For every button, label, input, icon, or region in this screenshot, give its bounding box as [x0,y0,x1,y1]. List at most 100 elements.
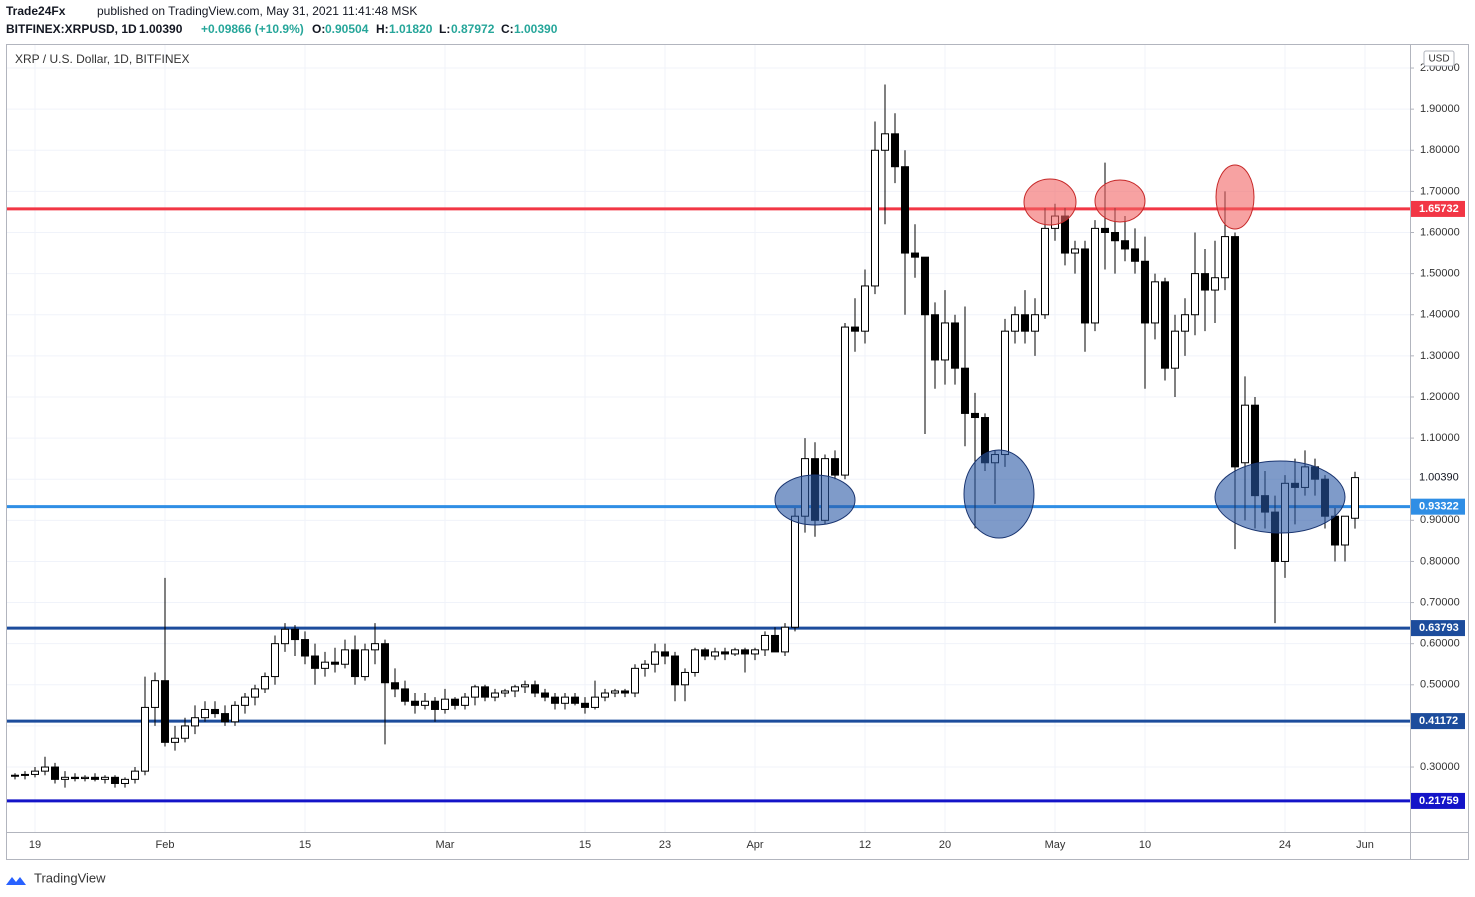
candle-body [181,725,189,739]
candle-body [1331,515,1339,546]
candle-body [831,458,839,476]
candle-body [1071,248,1079,254]
candle-body [561,696,569,704]
x-tick-label: 23 [659,839,671,851]
x-tick-label: Jun [1356,839,1374,851]
candle-body [331,661,339,665]
o: 0.90504 [325,22,369,36]
h: 1.01820 [389,22,433,36]
x-tick-label: 20 [939,839,951,851]
grid [7,45,1410,832]
candle-body [611,690,619,694]
candle-body [1231,236,1239,468]
candle-body [701,649,709,657]
candle-body [501,690,509,694]
candle-body [871,149,879,287]
candle-body [891,133,899,168]
c: 1.00390 [514,22,558,36]
candle-body [1091,227,1099,324]
o-label: O: [312,22,325,36]
x-tick-label: 10 [1139,839,1151,851]
candle-body [291,628,299,641]
candle-body [491,692,499,698]
brand: TradingView [6,870,106,885]
candle-body [1001,330,1009,456]
candle-body [151,680,159,708]
chart-title: XRP / U.S. Dollar, 1D, BITFINEX [15,52,190,66]
l: 0.87972 [451,22,495,36]
currency-box [1423,50,1455,67]
candle-body [61,776,69,780]
support-mark [963,449,1035,539]
candle-body [591,696,599,708]
level-label: 0.21759 [1419,795,1459,807]
candle-body [361,649,369,678]
candle-body [451,698,459,706]
author: Trade24Fx [6,4,66,18]
last: 1.00390 [139,22,183,36]
brand-name: TradingView [34,870,106,885]
y-tick-label: 0.90000 [1420,514,1460,526]
candle-body [191,717,199,727]
candle-body [481,686,489,698]
y-tick-label: 0.50000 [1420,679,1460,691]
candle-body [351,649,359,678]
candle-body [461,696,469,706]
candle-body [211,708,219,715]
y-tick-label: 1.60000 [1420,226,1460,238]
candle-body [631,667,639,694]
level-label: 0.41172 [1419,715,1458,727]
candle-body [971,412,979,419]
price-axis: 0.300000.400000.500000.600000.700000.800… [29,62,1465,851]
level-label: 0.63793 [1419,622,1459,634]
x-tick-label: Apr [746,839,763,851]
y-tick-label: 1.50000 [1420,268,1460,280]
published: published on TradingView.com, May 31, 20… [97,4,417,18]
currency: USD [1428,54,1449,65]
candle-body [91,776,99,780]
candle-body [111,776,119,784]
candle-body [511,686,519,692]
candle-body [1041,227,1049,316]
candle-body [861,285,869,332]
candle-body [931,314,939,361]
candle-body [961,367,969,414]
candle-body [1161,281,1169,369]
candle-body [281,628,289,645]
c-label: C: [501,22,514,36]
candle-body [941,322,949,361]
candle-body [71,776,79,780]
candle-body [171,737,179,743]
candle-body [881,133,889,151]
candle-body [761,634,769,651]
x-tick-label: 15 [579,839,591,851]
resistance-mark [1094,179,1146,223]
candle-body [161,680,169,743]
x-tick-label: 19 [29,839,41,851]
candle-body [531,684,539,694]
x-tick-label: Mar [436,839,455,851]
candle-body [1241,404,1249,464]
support-mark [1214,460,1346,534]
y-tick-label: 1.30000 [1420,350,1460,362]
candle-body [141,706,149,772]
x-tick-label: 12 [859,839,871,851]
candle-body [1341,515,1349,546]
candle-body [321,661,329,669]
candle-body [771,634,779,653]
h-label: H: [376,22,389,36]
y-tick-label: 1.90000 [1420,103,1460,115]
level-label-box [1411,200,1465,217]
y-tick-label: 1.80000 [1420,144,1460,156]
candle-body [1081,248,1089,324]
candle-body [1011,314,1019,332]
level-label-box [1411,620,1465,637]
candle-body [1111,231,1119,242]
candle-body [1201,273,1209,291]
candle-body [1151,281,1159,324]
candle-body [641,663,649,669]
candle-body [901,166,909,254]
candle-body [21,773,29,776]
candle-body [201,708,209,719]
candle-body [81,776,89,780]
